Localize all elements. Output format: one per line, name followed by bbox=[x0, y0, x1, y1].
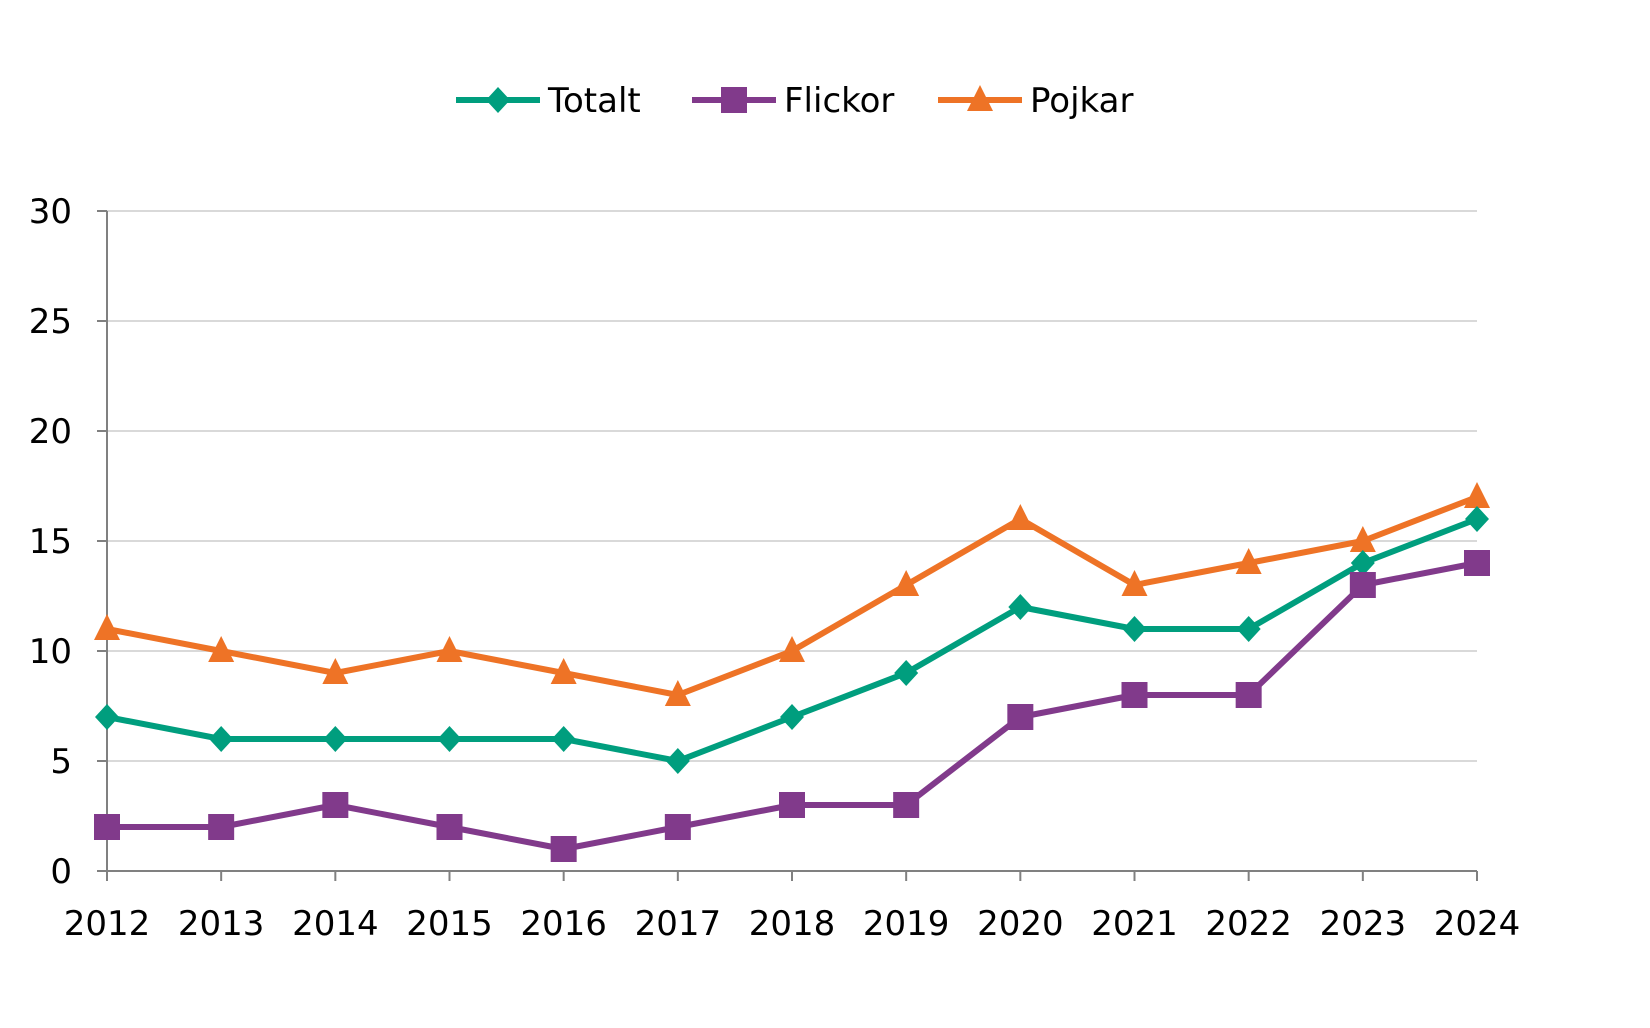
data-point-pojkar bbox=[893, 570, 920, 596]
data-point-flickor bbox=[779, 792, 805, 818]
data-point-totalt bbox=[1465, 506, 1489, 532]
data-point-pojkar bbox=[1121, 570, 1148, 596]
y-tick-label: 25 bbox=[29, 302, 72, 342]
y-tick-label: 20 bbox=[29, 412, 72, 452]
x-tick-label: 2024 bbox=[1434, 904, 1521, 944]
data-point-pojkar bbox=[1464, 482, 1490, 508]
data-point-pojkar bbox=[1349, 526, 1376, 552]
legend-label: Pojkar bbox=[1030, 81, 1133, 121]
legend-marker-pojkar bbox=[967, 85, 993, 111]
data-point-flickor bbox=[1464, 550, 1490, 576]
data-point-flickor bbox=[893, 792, 920, 818]
data-point-flickor bbox=[94, 814, 120, 840]
data-point-totalt bbox=[323, 726, 348, 752]
data-point-totalt bbox=[665, 748, 690, 774]
data-point-pojkar bbox=[1235, 548, 1262, 574]
legend-label: Totalt bbox=[547, 81, 641, 121]
data-point-totalt bbox=[1350, 550, 1375, 576]
data-point-pojkar bbox=[94, 614, 120, 640]
legend-label: Flickor bbox=[784, 81, 894, 121]
data-point-totalt bbox=[1236, 616, 1261, 642]
x-tick-label: 2020 bbox=[977, 904, 1064, 944]
x-tick-label: 2021 bbox=[1091, 904, 1178, 944]
data-point-totalt bbox=[95, 704, 119, 730]
x-tick-label: 2023 bbox=[1320, 904, 1407, 944]
x-tick-label: 2018 bbox=[749, 904, 836, 944]
data-point-totalt bbox=[551, 726, 576, 752]
data-point-flickor bbox=[208, 814, 235, 840]
legend-marker-flickor bbox=[721, 87, 747, 113]
data-point-pojkar bbox=[664, 680, 691, 706]
x-tick-label: 2015 bbox=[406, 904, 493, 944]
data-point-flickor bbox=[1121, 682, 1148, 708]
x-tick-label: 2016 bbox=[520, 904, 607, 944]
series-line-pojkar bbox=[106, 494, 1479, 698]
y-tick-label: 5 bbox=[50, 742, 72, 782]
data-point-totalt bbox=[1008, 594, 1033, 620]
y-tick-label: 10 bbox=[29, 632, 72, 672]
x-tick-label: 2022 bbox=[1205, 904, 1292, 944]
data-point-flickor bbox=[322, 792, 349, 818]
x-tick-label: 2012 bbox=[64, 904, 151, 944]
x-tick-label: 2014 bbox=[292, 904, 379, 944]
data-point-totalt bbox=[1122, 616, 1147, 642]
data-point-totalt bbox=[894, 660, 919, 686]
data-point-totalt bbox=[209, 726, 234, 752]
legend-marker-totalt bbox=[486, 87, 510, 113]
data-point-flickor bbox=[1235, 682, 1262, 708]
data-point-flickor bbox=[1007, 704, 1034, 730]
x-tick-label: 2017 bbox=[635, 904, 722, 944]
data-point-pojkar bbox=[208, 636, 235, 662]
data-point-pojkar bbox=[436, 636, 463, 662]
data-point-pojkar bbox=[322, 658, 349, 684]
data-point-flickor bbox=[1349, 572, 1376, 598]
data-point-flickor bbox=[550, 836, 577, 862]
y-tick-label: 0 bbox=[50, 852, 72, 892]
y-tick-label: 15 bbox=[29, 522, 72, 562]
data-point-pojkar bbox=[1007, 504, 1034, 530]
data-point-flickor bbox=[436, 814, 463, 840]
data-point-totalt bbox=[437, 726, 462, 752]
data-point-pojkar bbox=[550, 658, 577, 684]
data-point-totalt bbox=[780, 704, 804, 730]
y-tick-label: 30 bbox=[29, 192, 72, 232]
data-point-flickor bbox=[664, 814, 691, 840]
x-tick-label: 2019 bbox=[863, 904, 950, 944]
data-point-pojkar bbox=[779, 636, 805, 662]
x-tick-label: 2013 bbox=[178, 904, 265, 944]
